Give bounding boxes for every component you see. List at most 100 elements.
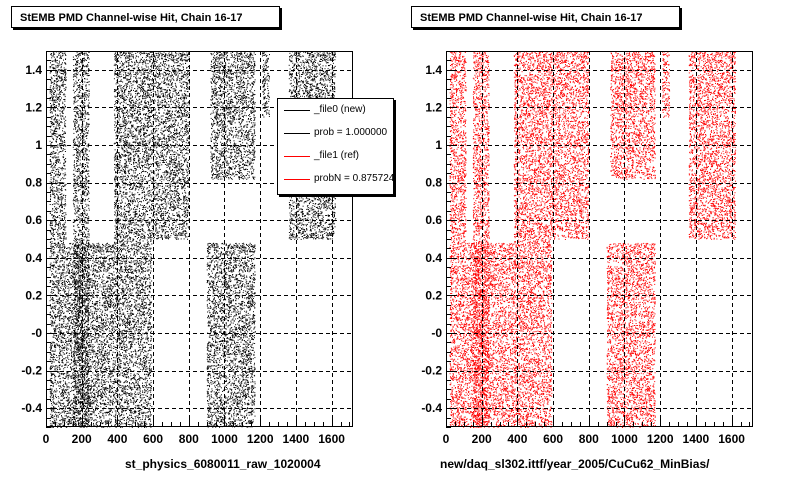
data-point (65, 68, 67, 70)
data-point (57, 96, 59, 98)
data-point (80, 116, 82, 118)
data-point (56, 285, 58, 287)
data-point (63, 267, 65, 269)
data-point (83, 60, 85, 62)
data-point (80, 102, 82, 103)
data-point (78, 401, 80, 403)
data-point (52, 386, 54, 388)
data-point (50, 161, 52, 163)
data-point (85, 221, 87, 223)
data-point (60, 117, 62, 119)
data-point (83, 361, 85, 363)
data-point (88, 62, 90, 63)
data-point (77, 265, 79, 267)
data-point (88, 420, 90, 422)
data-point (58, 115, 60, 117)
data-point (101, 376, 103, 378)
data-point (106, 303, 108, 305)
data-point (75, 192, 77, 194)
data-point (104, 344, 106, 346)
data-point (57, 238, 59, 240)
data-point (60, 93, 61, 95)
data-point (64, 415, 66, 417)
data-point (78, 108, 80, 110)
data-point (63, 107, 65, 109)
data-point (65, 389, 67, 391)
data-point (53, 215, 55, 217)
data-point (62, 167, 64, 169)
data-point (58, 85, 60, 87)
data-point (106, 393, 107, 395)
data-point (86, 112, 88, 114)
data-point (64, 96, 66, 98)
data-point (57, 400, 59, 402)
data-point (79, 365, 81, 367)
data-point (86, 154, 88, 156)
data-point (60, 392, 62, 394)
data-point (66, 348, 67, 350)
data-point (53, 139, 55, 141)
data-point (76, 284, 78, 286)
data-point (74, 232, 76, 234)
data-point (92, 252, 94, 254)
data-point (77, 386, 78, 388)
data-point (64, 297, 66, 299)
data-point (64, 226, 66, 228)
data-point (76, 316, 77, 318)
data-point (80, 184, 82, 186)
data-point (58, 408, 60, 410)
data-point (79, 385, 81, 387)
data-point (49, 263, 51, 265)
data-point (110, 388, 112, 390)
data-point (88, 404, 90, 406)
data-point (106, 349, 108, 351)
data-point (86, 415, 88, 417)
data-point (85, 293, 87, 295)
data-point (93, 283, 95, 285)
data-point (52, 228, 54, 230)
data-point (98, 361, 100, 363)
data-point (86, 253, 87, 255)
data-point (71, 376, 73, 378)
data-point (85, 93, 87, 95)
data-point (74, 265, 76, 267)
data-point (83, 233, 84, 235)
data-point (50, 198, 51, 200)
data-point (78, 141, 80, 143)
data-point (60, 167, 62, 169)
data-point (74, 373, 76, 375)
data-point (87, 352, 88, 354)
data-point (60, 204, 62, 206)
data-point (85, 110, 87, 112)
data-point (80, 355, 82, 357)
data-point (79, 66, 81, 68)
data-point (81, 259, 83, 261)
data-point (77, 282, 79, 284)
data-point (79, 104, 81, 106)
data-point (83, 382, 85, 384)
data-point (58, 85, 60, 87)
data-point (96, 355, 98, 357)
data-point (84, 255, 86, 256)
data-point (110, 376, 112, 378)
data-point (75, 306, 77, 308)
data-point (64, 94, 66, 96)
data-point (73, 149, 75, 150)
data-point (81, 202, 83, 204)
data-point (79, 151, 81, 153)
data-point (56, 73, 58, 75)
data-point (81, 287, 83, 289)
data-point (61, 415, 62, 417)
data-point (78, 267, 80, 269)
data-point (106, 353, 108, 355)
data-point (75, 157, 77, 159)
data-point (111, 277, 113, 279)
data-point (51, 116, 53, 118)
data-point (60, 73, 62, 74)
data-point (90, 353, 92, 355)
data-point (50, 103, 51, 104)
data-point (55, 136, 57, 138)
data-point (98, 290, 100, 292)
data-point (61, 260, 63, 262)
data-point (59, 125, 61, 127)
